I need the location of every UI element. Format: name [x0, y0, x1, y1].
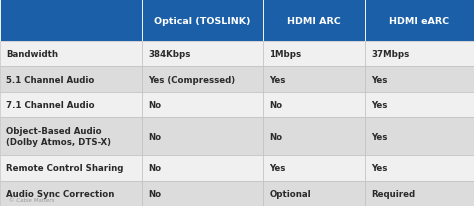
Bar: [0, 92, 142, 118]
Text: No: No: [148, 132, 162, 141]
Bar: [142, 67, 263, 92]
Bar: [0, 118, 142, 155]
Text: Audio Sync Correction: Audio Sync Correction: [6, 189, 115, 198]
Text: © Cable Matters: © Cable Matters: [9, 197, 54, 202]
Text: Yes: Yes: [269, 164, 286, 172]
Bar: [365, 42, 474, 67]
Bar: [263, 42, 365, 67]
Text: 1Mbps: 1Mbps: [269, 50, 301, 59]
Bar: [263, 118, 365, 155]
Text: 37Mbps: 37Mbps: [371, 50, 410, 59]
Text: 384Kbps: 384Kbps: [148, 50, 191, 59]
Bar: [365, 155, 474, 181]
Bar: [263, 92, 365, 118]
Bar: [263, 181, 365, 206]
Text: No: No: [148, 101, 162, 110]
Bar: [365, 118, 474, 155]
Text: Required: Required: [371, 189, 415, 198]
Bar: [0, 155, 142, 181]
Text: No: No: [148, 164, 162, 172]
Bar: [263, 67, 365, 92]
Bar: [365, 0, 474, 42]
Text: No: No: [148, 189, 162, 198]
Text: 5.1 Channel Audio: 5.1 Channel Audio: [6, 75, 94, 84]
Text: No: No: [269, 132, 283, 141]
Bar: [142, 155, 263, 181]
Bar: [142, 118, 263, 155]
Bar: [0, 181, 142, 206]
Text: No: No: [269, 101, 283, 110]
Bar: [142, 92, 263, 118]
Bar: [0, 0, 142, 42]
Text: Yes: Yes: [371, 164, 388, 172]
Text: HDMI eARC: HDMI eARC: [390, 16, 449, 25]
Text: Yes: Yes: [371, 75, 388, 84]
Text: HDMI ARC: HDMI ARC: [287, 16, 341, 25]
Bar: [142, 42, 263, 67]
Text: Yes: Yes: [269, 75, 286, 84]
Text: Yes: Yes: [371, 101, 388, 110]
Bar: [365, 67, 474, 92]
Bar: [142, 181, 263, 206]
Bar: [142, 0, 263, 42]
Bar: [365, 181, 474, 206]
Bar: [263, 0, 365, 42]
Text: Bandwidth: Bandwidth: [6, 50, 58, 59]
Text: Optional: Optional: [269, 189, 311, 198]
Text: Yes: Yes: [371, 132, 388, 141]
Bar: [263, 155, 365, 181]
Text: Remote Control Sharing: Remote Control Sharing: [6, 164, 124, 172]
Text: Object-Based Audio
(Dolby Atmos, DTS-X): Object-Based Audio (Dolby Atmos, DTS-X): [6, 127, 111, 146]
Bar: [0, 42, 142, 67]
Bar: [365, 92, 474, 118]
Text: 7.1 Channel Audio: 7.1 Channel Audio: [6, 101, 95, 110]
Text: Yes (Compressed): Yes (Compressed): [148, 75, 236, 84]
Text: Optical (TOSLINK): Optical (TOSLINK): [155, 16, 251, 25]
Bar: [0, 67, 142, 92]
